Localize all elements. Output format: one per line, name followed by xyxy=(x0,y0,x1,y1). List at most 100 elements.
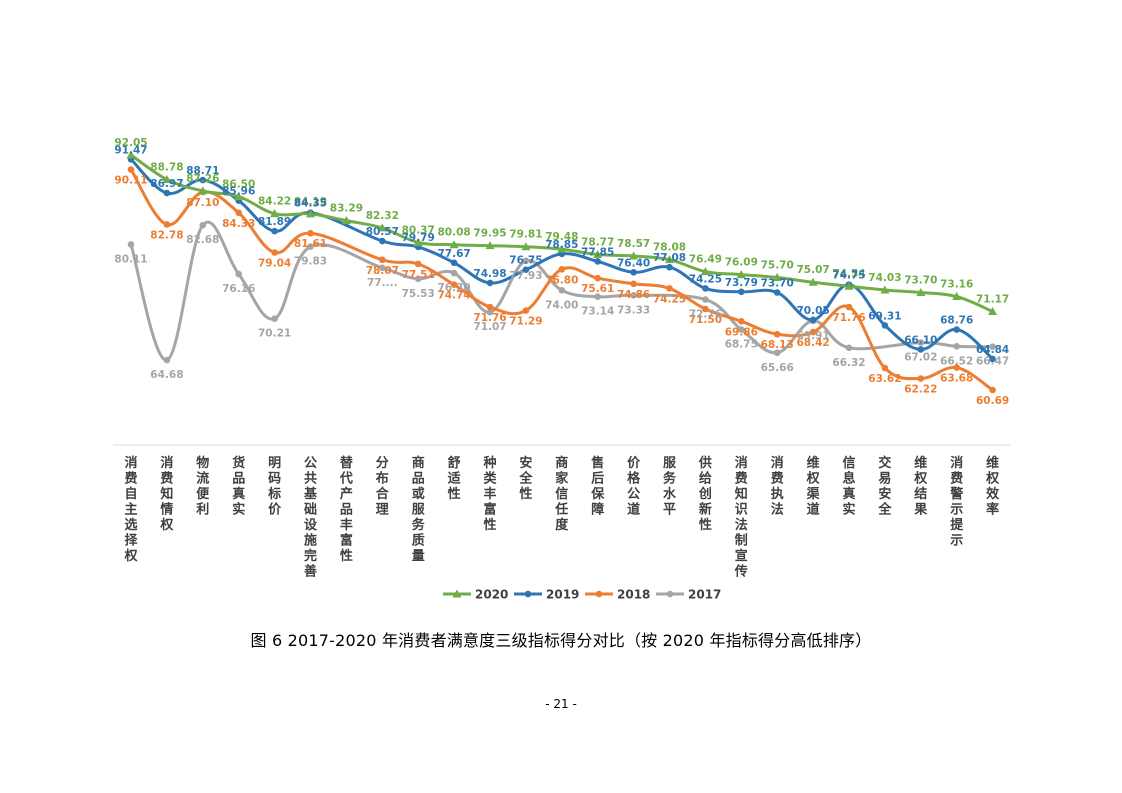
data-label-2017-4: 70.21 xyxy=(258,328,291,340)
point-2017-13 xyxy=(594,293,601,301)
point-2020-12 xyxy=(557,244,567,253)
data-label-2019-17: 73.79 xyxy=(725,277,758,289)
data-label-2019-20: 74.75 xyxy=(832,270,865,282)
data-label-2018-20: 71.76 xyxy=(832,312,865,324)
point-2017-24 xyxy=(989,343,996,350)
data-label-2018-7: 78.07 xyxy=(366,265,399,277)
data-label-2018-23: 63.68 xyxy=(940,373,973,385)
data-label-2019-5: 84.35 xyxy=(294,198,327,210)
point-2018-19 xyxy=(809,328,817,336)
category-label-13: 售后保障 xyxy=(590,455,605,518)
data-label-2019-8: 79.79 xyxy=(402,232,435,244)
legend-marker-2019 xyxy=(524,590,532,598)
category-label-17: 消费知识法制宣传 xyxy=(734,455,748,580)
data-label-2019-11: 76.75 xyxy=(509,255,542,267)
category-label-18: 消费执法 xyxy=(771,455,784,518)
data-label-2019-15: 77.08 xyxy=(653,252,686,264)
category-label-24: 维权效率 xyxy=(985,455,1000,518)
point-2018-16 xyxy=(702,305,709,313)
point-2018-18 xyxy=(773,330,781,338)
point-2019-24 xyxy=(989,355,996,363)
data-label-2019-18: 73.70 xyxy=(761,278,794,290)
category-label-8: 商品或服务质量 xyxy=(412,455,426,564)
category-label-9: 舒适性 xyxy=(448,455,461,502)
point-2018-3 xyxy=(235,209,242,217)
legend-marker-2020 xyxy=(452,589,462,598)
point-2018-24 xyxy=(989,386,996,394)
legend-label-2018: 2018 xyxy=(617,588,650,602)
data-label-2018-13: 75.61 xyxy=(581,283,614,295)
point-2019-14 xyxy=(630,268,637,276)
point-2019-21 xyxy=(881,322,889,329)
data-label-2020-7: 82.32 xyxy=(366,210,399,222)
data-label-2020-24: 71.17 xyxy=(976,293,1009,305)
legend-label-2020: 2020 xyxy=(475,588,508,602)
point-2017-4 xyxy=(271,315,278,322)
data-label-2019-22: 66.10 xyxy=(904,334,937,346)
point-2018-14 xyxy=(630,280,637,288)
point-2018-13 xyxy=(594,274,601,282)
data-label-2020-5: 84.19 xyxy=(294,196,327,208)
data-label-2020-17: 76.09 xyxy=(725,257,758,269)
data-label-2019-16: 74.25 xyxy=(689,273,722,285)
data-label-2020-16: 76.49 xyxy=(689,254,722,266)
point-2019-1 xyxy=(163,189,171,197)
data-label-2018-4: 79.04 xyxy=(258,257,291,269)
point-2017-2 xyxy=(199,221,207,229)
legend-marker-2018 xyxy=(595,590,603,598)
point-2020-3 xyxy=(234,192,244,201)
point-2020-22 xyxy=(916,288,926,297)
point-2018-11 xyxy=(522,307,530,314)
data-label-2018-14: 74.86 xyxy=(617,289,650,301)
category-label-20: 信息真实 xyxy=(842,455,855,518)
point-2017-9 xyxy=(450,269,458,277)
data-label-2019-24: 64.84 xyxy=(976,344,1009,356)
point-2017-0 xyxy=(127,241,135,248)
data-label-2019-21: 69.31 xyxy=(868,310,901,322)
data-label-2019-1: 86.97 xyxy=(150,178,183,190)
category-label-11: 安全性 xyxy=(518,455,533,502)
point-2020-14 xyxy=(629,251,639,260)
point-2017-22 xyxy=(917,339,925,346)
data-label-2020-15: 78.08 xyxy=(653,242,686,254)
figure-caption: 图 6 2017-2020 年消费者满意度三级指标得分对比（按 2020 年指标… xyxy=(250,631,872,650)
point-2019-18 xyxy=(773,289,781,296)
data-label-2017-19: 69.91 xyxy=(796,330,829,342)
data-label-2020-21: 74.03 xyxy=(868,272,901,284)
data-label-2017-8: 75.53 xyxy=(402,288,435,300)
data-label-2017-22: 67.02 xyxy=(904,352,937,364)
data-label-2020-4: 84.22 xyxy=(258,196,291,208)
point-2017-5 xyxy=(307,243,314,250)
category-label-3: 货品真实 xyxy=(232,455,245,518)
point-2018-1 xyxy=(163,221,171,228)
data-label-2020-6: 83.29 xyxy=(330,203,363,215)
data-label-2018-0: 90.11 xyxy=(114,175,147,187)
data-label-2018-18: 68.13 xyxy=(761,339,794,351)
data-label-2017-16: 72.76 xyxy=(689,309,722,321)
series-line-2018 xyxy=(129,168,995,392)
point-2019-13 xyxy=(594,258,601,265)
data-label-2020-11: 79.81 xyxy=(509,229,542,241)
category-label-12: 商家信任度 xyxy=(554,455,569,533)
data-label-2020-14: 78.57 xyxy=(617,238,650,250)
point-2019-11 xyxy=(522,266,530,273)
point-2017-3 xyxy=(235,270,242,278)
category-label-16: 供给创新性 xyxy=(698,455,712,533)
point-2020-9 xyxy=(449,240,459,249)
category-label-22: 维权结果 xyxy=(913,455,928,518)
category-label-7: 分布合理 xyxy=(376,455,390,518)
point-2018-7 xyxy=(379,256,386,264)
data-label-2020-0: 92.05 xyxy=(114,137,147,149)
point-2020-24 xyxy=(988,306,998,315)
data-label-2020-19: 75.07 xyxy=(796,264,829,276)
data-label-2017-0: 80.11 xyxy=(114,253,147,265)
data-label-2017-23: 66.52 xyxy=(940,355,973,367)
point-2017-1 xyxy=(163,356,171,364)
category-label-21: 交易安全 xyxy=(877,455,892,518)
data-label-2018-24: 60.69 xyxy=(976,395,1009,407)
data-label-2019-23: 68.76 xyxy=(940,315,973,327)
data-label-2018-8: 77.51 xyxy=(402,269,435,281)
data-label-2020-20: 74.54 xyxy=(832,268,865,280)
category-label-5: 公共基础设施完善 xyxy=(303,456,318,580)
